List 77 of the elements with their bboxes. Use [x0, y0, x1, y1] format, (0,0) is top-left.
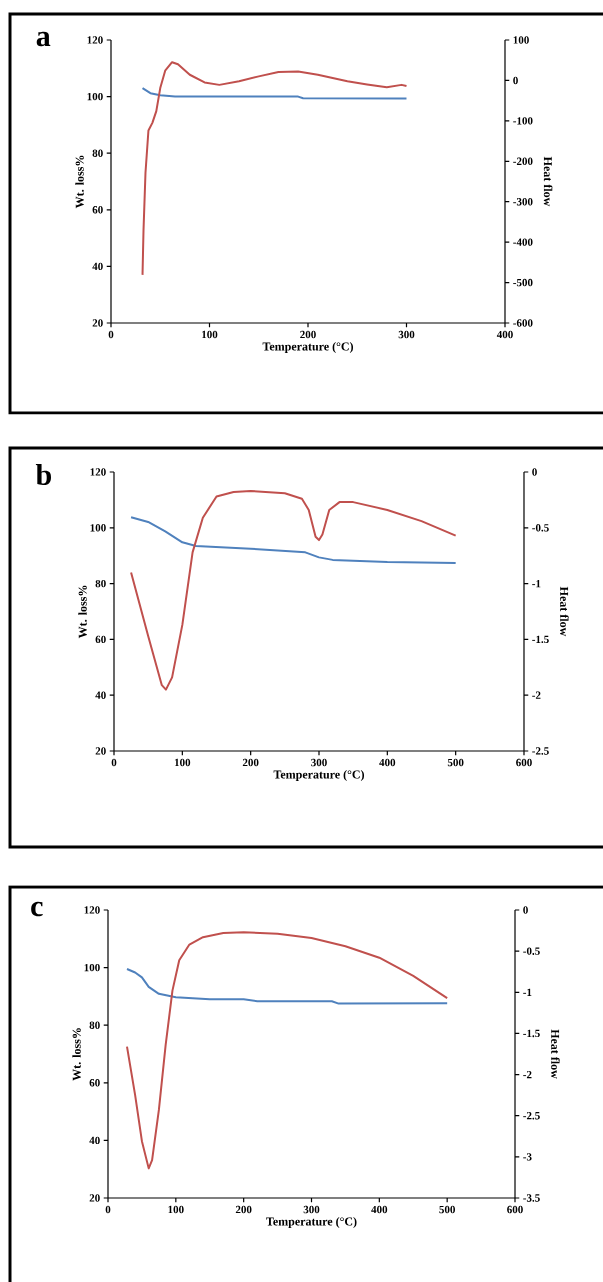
- x-tick-label: 300: [398, 330, 415, 339]
- line-series: [130, 516, 457, 564]
- chart-title: a: [36, 31, 51, 47]
- line-series: [125, 968, 449, 1005]
- x-tick-label: 0: [111, 758, 117, 767]
- y-tick-label: 60: [92, 206, 103, 214]
- y2-tick-label: -3.5: [523, 1194, 540, 1202]
- x-tick-label: 400: [379, 758, 396, 767]
- x-axis-title: Temperature (°C): [266, 1217, 357, 1228]
- line-series: [130, 489, 457, 691]
- y2-tick-label: -0.5: [523, 947, 540, 955]
- y2-axis-title: Heat flow: [543, 156, 553, 207]
- y2-tick-label: -500: [513, 278, 533, 287]
- y-tick-label: 60: [89, 1079, 100, 1087]
- y2-tick-label: -300: [513, 198, 533, 206]
- x-tick-label: 300: [303, 1205, 320, 1214]
- line-series: [141, 61, 408, 276]
- y2-axis-title: Heat flow: [551, 1029, 560, 1079]
- x-tick-label: 200: [242, 758, 259, 767]
- y2-tick-label: 100: [513, 36, 529, 44]
- x-tick-label: 100: [202, 330, 218, 339]
- x-tick-label: 300: [311, 758, 327, 767]
- x-tick-label: 100: [174, 758, 191, 767]
- x-tick-label: 400: [496, 330, 513, 339]
- y-tick-label: 20: [92, 319, 103, 327]
- y-axis-title: Wt. loss%: [78, 585, 87, 639]
- y-tick-label: 100: [90, 524, 106, 532]
- y-tick-label: 40: [92, 262, 103, 271]
- y-tick-label: 120: [84, 906, 100, 914]
- y2-tick-label: -0.5: [532, 524, 549, 532]
- y-tick-label: 80: [89, 1021, 100, 1029]
- y-tick-label: 20: [89, 1194, 100, 1202]
- y-axis-title: Wt. loss%: [72, 1028, 81, 1081]
- x-tick-label: 0: [108, 330, 114, 339]
- y2-tick-label: -400: [513, 238, 533, 246]
- x-tick-label: 0: [105, 1205, 111, 1214]
- x-tick-label: 500: [439, 1205, 455, 1214]
- y-tick-label: 20: [95, 747, 106, 755]
- y2-tick-label: -1.5: [532, 635, 549, 644]
- y-tick-label: 120: [87, 36, 103, 44]
- y-tick-label: 100: [87, 92, 103, 101]
- chart-title: c: [31, 901, 43, 917]
- y-tick-label: 80: [92, 149, 103, 157]
- line-series: [141, 87, 408, 100]
- x-tick-label: 600: [516, 758, 532, 767]
- y2-axis-title: Heat flow: [560, 586, 569, 637]
- y2-tick-label: -1: [532, 579, 541, 588]
- x-tick-label: 500: [447, 758, 464, 767]
- y2-tick-label: -1: [523, 988, 532, 996]
- x-tick-label: 200: [300, 330, 316, 339]
- y2-tick-label: -2.5: [532, 747, 549, 755]
- y2-tick-label: -1.5: [523, 1029, 540, 1038]
- x-axis-title: Temperature (°C): [273, 770, 365, 781]
- y2-tick-label: -2: [532, 691, 541, 699]
- x-tick-label: 600: [507, 1205, 523, 1214]
- y-tick-label: 60: [95, 635, 106, 644]
- y2-tick-label: 0: [532, 468, 537, 476]
- y2-tick-label: -100: [513, 117, 533, 125]
- y2-tick-label: -2.5: [523, 1112, 540, 1120]
- y-tick-label: 120: [90, 468, 106, 476]
- y-tick-label: 100: [84, 963, 100, 972]
- y2-tick-label: 0: [523, 906, 528, 914]
- y2-tick-label: -200: [513, 157, 533, 165]
- y2-tick-label: -2: [523, 1070, 532, 1079]
- y-tick-label: 40: [89, 1136, 100, 1145]
- line-series: [125, 931, 449, 1170]
- x-tick-label: 200: [235, 1205, 252, 1214]
- y2-tick-label: -3: [523, 1153, 532, 1161]
- x-tick-label: 100: [168, 1205, 184, 1214]
- x-axis-title: Temperature (°C): [262, 342, 354, 353]
- y2-tick-label: 0: [513, 76, 518, 85]
- chart-title: b: [35, 463, 51, 486]
- y-tick-label: 80: [95, 579, 106, 588]
- x-tick-label: 400: [371, 1205, 388, 1214]
- y-axis-title: Wt. loss%: [75, 155, 84, 209]
- y-tick-label: 40: [95, 691, 106, 699]
- y2-tick-label: -600: [513, 319, 533, 327]
